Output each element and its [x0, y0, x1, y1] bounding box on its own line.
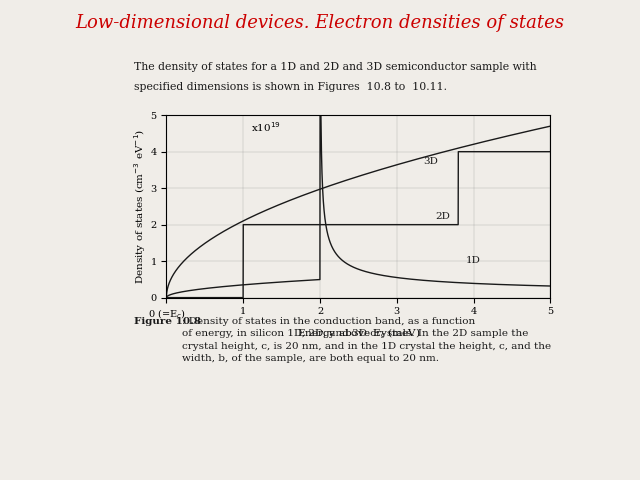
- Text: x10$^{19}$: x10$^{19}$: [251, 120, 281, 134]
- Y-axis label: Density of states (cm$^{-3}$ eV$^{-1}$): Density of states (cm$^{-3}$ eV$^{-1}$): [132, 129, 148, 284]
- Text: specified dimensions is shown in Figures  10.8 to  10.11.: specified dimensions is shown in Figures…: [134, 82, 447, 92]
- Text: 1D: 1D: [466, 256, 481, 265]
- Text: : Density of states in the conduction band, as a function
of energy, in silicon : : Density of states in the conduction ba…: [182, 317, 552, 363]
- Text: Low-dimensional devices. Electron densities of states: Low-dimensional devices. Electron densit…: [76, 14, 564, 33]
- Text: The density of states for a 1D and 2D and 3D semiconductor sample with: The density of states for a 1D and 2D an…: [134, 62, 537, 72]
- Text: Figure 10.8: Figure 10.8: [134, 317, 202, 326]
- Text: 2D: 2D: [435, 212, 450, 221]
- X-axis label: Energy above E$_c$ (meV): Energy above E$_c$ (meV): [296, 326, 420, 340]
- Text: 3D: 3D: [424, 157, 438, 167]
